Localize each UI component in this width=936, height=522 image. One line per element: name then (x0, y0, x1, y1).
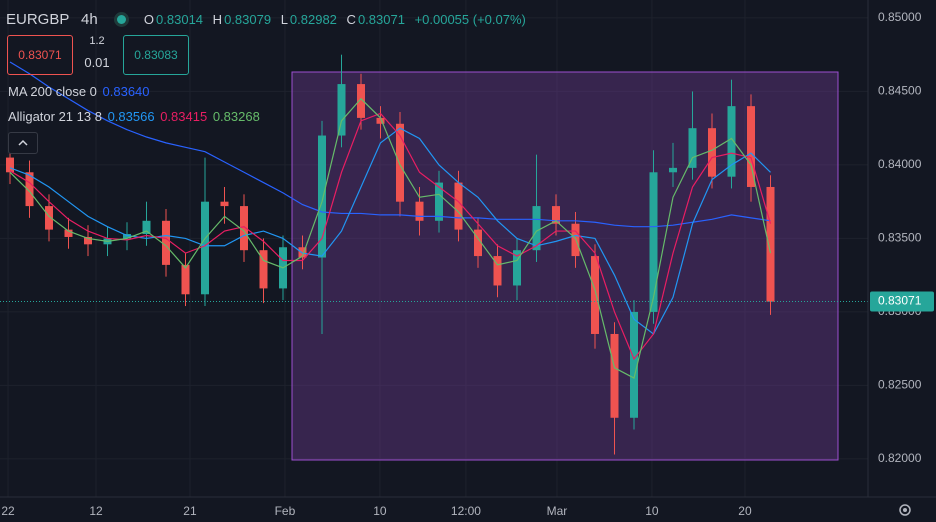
indicator-value: 0.83640 (102, 84, 150, 99)
indicator-value: 0.83415 (160, 109, 208, 124)
h-label: H (212, 12, 223, 27)
x-tick-label: 10 (645, 504, 659, 518)
candle-body (435, 182, 444, 221)
candle-body (318, 135, 327, 258)
status-dot (117, 15, 127, 24)
symbol: EURGBP (6, 11, 70, 28)
candle-body (162, 220, 171, 265)
candle-body (708, 128, 717, 177)
candle-body (474, 229, 483, 257)
y-tick-label: 0.82000 (878, 451, 922, 465)
indicator-line (9, 97, 772, 379)
x-tick-label: 22 (1, 504, 15, 518)
candle-body (240, 206, 249, 251)
y-tick-label: 0.85000 (878, 10, 922, 24)
candle-body (747, 106, 756, 187)
candle-body (610, 333, 619, 418)
indicator-line (9, 61, 771, 228)
o-label: O (143, 12, 155, 27)
y-tick-label: 0.84000 (878, 157, 922, 171)
x-tick-label: 12:00 (451, 504, 481, 518)
interval: 4h (80, 11, 98, 28)
header: EURGBP 4h O 0.83014 H 0.83079 L 0.82982 C 0.… (6, 11, 528, 28)
candle-body (123, 234, 132, 239)
x-tick-label: Feb (275, 504, 296, 518)
candle-body (727, 106, 736, 177)
low: 0.82982 (289, 12, 337, 27)
x-tick-label: 20 (738, 504, 752, 518)
indicator-line (9, 112, 772, 361)
gear[interactable] (899, 504, 911, 516)
y-tick-label: 0.82500 (878, 378, 922, 392)
candle-body (415, 201, 424, 221)
candle-body (259, 250, 268, 289)
candle-body (64, 229, 73, 237)
gear-center[interactable] (903, 508, 907, 512)
high: 0.83079 (224, 12, 272, 27)
candle-body (688, 128, 697, 168)
candle-body (493, 256, 502, 286)
buy-button[interactable]: 0.83083 (123, 35, 189, 75)
y-tick-label: 0.83500 (878, 231, 922, 245)
candle-body (591, 256, 600, 334)
settings-icon[interactable] (899, 504, 911, 516)
candle-body (45, 206, 54, 230)
candle-body (669, 167, 678, 173)
candle-body (649, 172, 658, 312)
candle-body (766, 186, 775, 302)
candle-body (220, 201, 229, 207)
collapse-icon (18, 139, 28, 146)
candle-body (357, 84, 366, 118)
collapse-button[interactable] (8, 132, 38, 154)
axes: 0.820000.825000.830000.835000.840000.845… (1, 10, 934, 518)
close: 0.83071 (357, 12, 405, 27)
candle-body (396, 123, 405, 202)
range-rectangle[interactable] (291, 71, 839, 461)
sell-button[interactable]: 0.83071 (7, 35, 73, 75)
c-label: C (346, 12, 356, 27)
candle-body (201, 201, 210, 295)
candle-body (6, 157, 15, 173)
chevron (18, 139, 28, 146)
change: +0.00055 (+0.07%) (414, 12, 526, 27)
x-tick-label: 21 (183, 504, 197, 518)
candle-body (84, 236, 93, 245)
indicator-name: Alligator 21 13 8 (8, 109, 102, 124)
candle-body (181, 264, 190, 295)
candle-body (532, 206, 541, 251)
indicator-alligator: Alligator 21 13 8 0.83566 0.83415 0.8326… (8, 109, 262, 124)
candle-body (25, 172, 34, 207)
quantity[interactable]: 0.01 (84, 55, 110, 70)
indicator-name: MA 200 close 0 (8, 84, 97, 99)
x-tick-label: 10 (373, 504, 387, 518)
candle-body (552, 206, 561, 224)
plot (0, 54, 868, 455)
last-price-box (870, 291, 934, 312)
indicator-line (9, 127, 771, 335)
candle-body (630, 311, 639, 418)
indicator-value: 0.83566 (107, 109, 155, 124)
candle-body (337, 84, 346, 136)
indicator-ma: MA 200 close 0 0.83640 (8, 84, 152, 99)
x-tick-label: Mar (547, 504, 568, 518)
indicator-value: 0.83268 (212, 109, 260, 124)
candle-body (376, 117, 385, 124)
last-price-label: 0.83071 (878, 294, 922, 308)
open: 0.83014 (156, 12, 204, 27)
spread: 1.2 (89, 35, 105, 47)
candle-body (454, 182, 463, 230)
candle-body (513, 250, 522, 286)
candle-body (142, 220, 151, 235)
x-tick-label: 12 (89, 504, 103, 518)
l-label: L (280, 12, 288, 27)
y-tick-label: 0.84500 (878, 84, 922, 98)
